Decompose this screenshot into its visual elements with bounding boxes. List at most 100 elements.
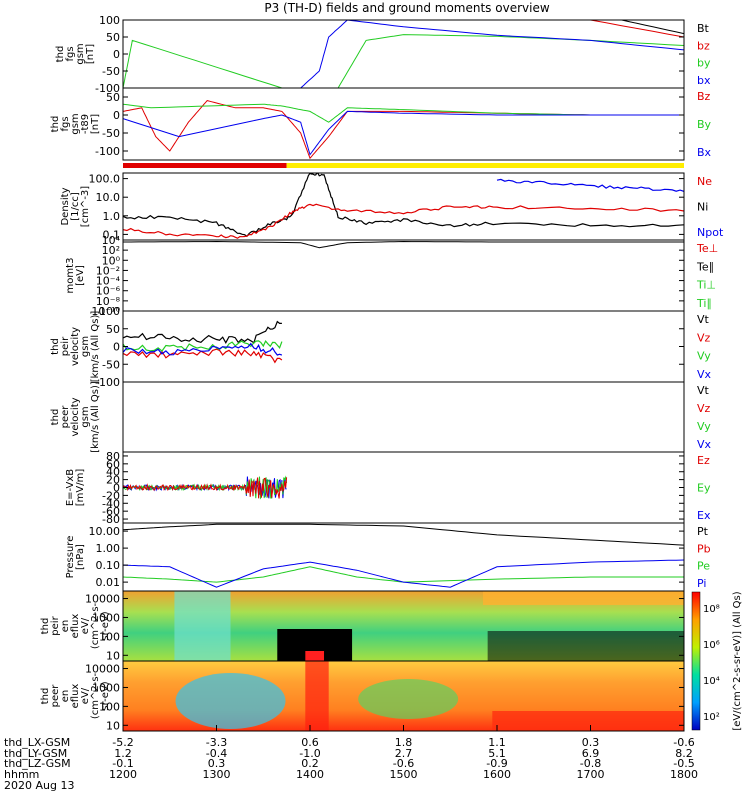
y-axis-label: [km/s (All Qs)] bbox=[90, 381, 101, 453]
series-Te∥ bbox=[123, 240, 684, 249]
x-tick-label: 1400 bbox=[296, 768, 324, 781]
y-tick-label: -50 bbox=[102, 358, 120, 371]
y-tick-label: 100 bbox=[99, 305, 120, 318]
y-tick-label: 10000 bbox=[85, 593, 120, 606]
y-axis-label: thd bbox=[50, 116, 61, 133]
panel-peir-velocity: 100 50 0 -50 -100 thd peir velocity gsm [km/s (Al… bbox=[50, 305, 712, 389]
series-Vz bbox=[123, 348, 283, 364]
y-axis-label: peir bbox=[60, 336, 71, 356]
series-Vx bbox=[123, 342, 283, 356]
y-axis-label: peer bbox=[50, 684, 61, 708]
mode-bar-red bbox=[123, 163, 287, 168]
date-label: 2020 Aug 13 bbox=[4, 779, 74, 792]
x-tick-label: 1200 bbox=[109, 768, 137, 781]
panel-peir-eflux: 10000 1000 100 10 thd peir en eflux eV/(cm^2-s-s… bbox=[40, 590, 685, 662]
y-tick-label: 40 bbox=[106, 466, 120, 479]
legend-Vz: Vz bbox=[697, 331, 711, 344]
y-tick-label: 50 bbox=[106, 323, 120, 336]
spectrogram-top bbox=[482, 591, 684, 605]
x-tick-label: 1.2 bbox=[114, 747, 132, 760]
y-axis-label: sr-eV) bbox=[100, 681, 111, 710]
y-axis-label: peir bbox=[50, 615, 61, 635]
x-tick-label: 1800 bbox=[670, 768, 698, 781]
efield-trace-red bbox=[123, 477, 288, 499]
panel-plot-area bbox=[123, 661, 684, 731]
y-tick-label: 10⁻¹⁰ bbox=[91, 305, 120, 318]
y-tick-label: 1.0 bbox=[103, 210, 121, 223]
x-tick-label: 8.2 bbox=[675, 747, 693, 760]
x-tick-label: 1.1 bbox=[488, 736, 506, 749]
y-axis-label: eflux bbox=[70, 614, 81, 639]
colorbar-tick-label: 10² bbox=[703, 712, 720, 723]
legend-Bt: Bt bbox=[697, 22, 710, 35]
x-tick-label: -0.6 bbox=[673, 736, 694, 749]
y-tick-label: 1000 bbox=[92, 681, 120, 694]
y-axis-label: eV/ bbox=[80, 617, 91, 634]
figure-title: P3 (TH-D) fields and ground moments over… bbox=[264, 1, 549, 15]
panel-frame bbox=[122, 381, 685, 453]
colorbar: 10⁸ 10⁶ 10⁴ 10² [eV/(cm^2-s-sr-eV)] (All Qs) bbox=[691, 591, 743, 731]
x-tick-label: -0.1 bbox=[112, 757, 133, 770]
x-tick-label: -3.3 bbox=[206, 736, 227, 749]
y-tick-label: 80 bbox=[106, 450, 120, 463]
x-tick-label: 0.3 bbox=[208, 757, 226, 770]
panel-plot-area bbox=[123, 320, 283, 364]
y-axis-label: thd bbox=[50, 338, 61, 355]
y-axis-label: thd bbox=[55, 46, 66, 63]
series-Vy bbox=[123, 340, 283, 352]
panel-peer-velocity: thd peer velocity gsm [km/s (All Qs)] Vt Vz Vy V… bbox=[50, 381, 712, 453]
y-tick-label: -100 bbox=[95, 82, 120, 95]
y-tick-label: -40 bbox=[102, 497, 120, 510]
y-tick-label: 0 bbox=[113, 48, 120, 61]
y-axis-label: [nT] bbox=[85, 44, 96, 64]
y-tick-label: 0.1 bbox=[103, 228, 121, 241]
spectrogram-sparse bbox=[487, 631, 684, 661]
y-tick-label: 10 bbox=[106, 649, 120, 662]
x-tick-label: -0.8 bbox=[580, 757, 601, 770]
panel-plot-area bbox=[123, 20, 684, 88]
y-tick-label: 0 bbox=[113, 109, 120, 122]
legend-Te⊥: Te⊥ bbox=[696, 242, 718, 255]
y-axis-label: velocity bbox=[70, 327, 81, 366]
y-tick-label: 10⁴ bbox=[102, 234, 121, 247]
series-By bbox=[123, 103, 684, 123]
bottom-row-label: thd_LX-GSM bbox=[4, 736, 70, 749]
y-axis-label: thd bbox=[40, 688, 51, 705]
legend-Bz: Bz bbox=[697, 90, 711, 103]
panel-frame bbox=[122, 172, 685, 241]
y-axis-label: [1/cc] bbox=[70, 192, 81, 221]
y-axis-label: -t89 bbox=[80, 114, 91, 134]
y-axis-label: Pressure bbox=[65, 536, 76, 579]
y-tick-label: 10.0 bbox=[96, 191, 121, 204]
panel-plot-area bbox=[123, 173, 684, 239]
y-tick-label: 10⁰ bbox=[102, 254, 121, 267]
y-tick-label: 100 bbox=[99, 14, 120, 27]
x-tick-label: -1.0 bbox=[299, 747, 320, 760]
legend-Vy: Vy bbox=[697, 420, 711, 433]
y-tick-label: -100 bbox=[95, 376, 120, 389]
y-axis-label: [nT] bbox=[90, 114, 101, 134]
y-axis-label: fgs bbox=[60, 116, 71, 131]
y-axis-label: eV/ bbox=[80, 687, 91, 704]
legend-Ti∥: Ti∥ bbox=[696, 297, 712, 310]
x-tick-label: 1300 bbox=[203, 768, 231, 781]
x-tick-label: 1700 bbox=[577, 768, 605, 781]
y-axis-label: peer bbox=[60, 405, 71, 429]
y-tick-label: -20 bbox=[102, 489, 120, 502]
x-tick-label: 0.2 bbox=[301, 757, 319, 770]
y-axis-label: (cm^2-s- bbox=[90, 672, 101, 719]
legend-By: By bbox=[697, 118, 712, 131]
y-axis-label: (cm^2-s- bbox=[90, 602, 101, 649]
y-tick-label: 10⁻⁶ bbox=[96, 285, 121, 298]
x-tick-label: -0.5 bbox=[673, 757, 694, 770]
colorbar-tick-label: 10⁴ bbox=[703, 676, 720, 687]
y-axis-label: eflux bbox=[70, 684, 81, 709]
bottom-row-label: thd_LY-GSM bbox=[4, 747, 67, 760]
panel-peer-eflux: 10000 1000 100 10 thd peer en eflux eV/(cm^2-s-s… bbox=[40, 660, 685, 732]
x-tick-label: -5.2 bbox=[112, 736, 133, 749]
legend-Pi: Pi bbox=[697, 577, 706, 590]
y-axis-label: en bbox=[60, 690, 71, 703]
series-Pe bbox=[123, 566, 684, 583]
spectrogram-spike bbox=[305, 661, 329, 731]
